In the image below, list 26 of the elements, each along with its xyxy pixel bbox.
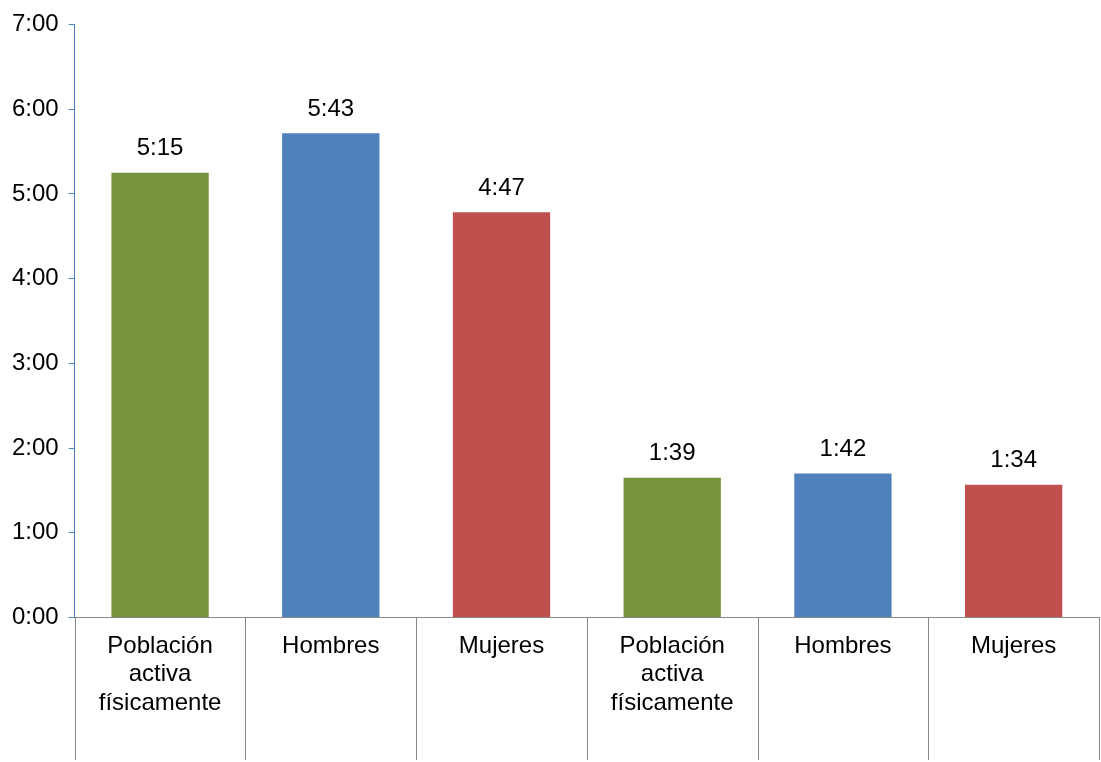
y-tick-label: 5:00: [11, 178, 59, 206]
data-label: 1:42: [819, 434, 867, 462]
y-tick-label: 6:00: [11, 93, 59, 121]
bar: [282, 133, 380, 618]
y-tick-label: 2:00: [11, 432, 59, 460]
data-label: 1:39: [648, 438, 696, 466]
bar: [452, 212, 551, 618]
x-tick-label: Hombres: [794, 630, 892, 658]
x-tick-label: Población activa físicamente: [610, 630, 734, 716]
bar: [111, 172, 209, 618]
x-tick-label: Población activa físicamente: [98, 630, 222, 716]
y-tick-label: 7:00: [11, 9, 59, 37]
y-tick-label: 4:00: [11, 263, 59, 291]
data-label: 5:43: [307, 93, 355, 121]
data-label: 1:34: [990, 445, 1037, 473]
y-tick-label: 0:00: [11, 602, 59, 630]
data-label: 5:15: [136, 133, 184, 161]
bar: [623, 477, 721, 618]
x-tick-label: Hombres: [282, 630, 380, 658]
bar: [794, 473, 892, 618]
y-tick-label: 3:00: [11, 348, 59, 375]
bar: [964, 484, 1063, 618]
x-tick-label: Mujeres: [970, 630, 1057, 658]
data-label: 4:47: [478, 172, 525, 200]
x-tick-label: Mujeres: [458, 630, 545, 658]
y-tick-label: 1:00: [11, 517, 59, 545]
